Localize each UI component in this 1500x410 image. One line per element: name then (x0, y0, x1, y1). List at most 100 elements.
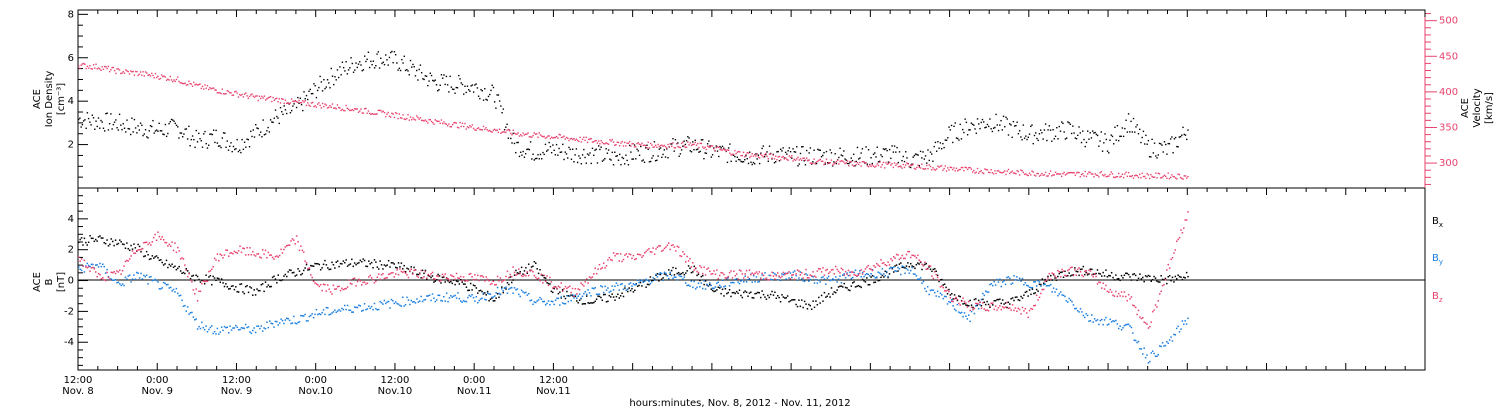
density-point (642, 159, 644, 161)
bx-point (721, 288, 724, 291)
by-point (355, 306, 357, 309)
bx-point (460, 279, 462, 281)
bx-point (450, 280, 452, 283)
by-point (677, 274, 680, 276)
bx-point (662, 277, 664, 279)
velocity-point (736, 151, 739, 153)
density-point (493, 101, 496, 103)
by-point (801, 278, 803, 280)
by-point (970, 310, 973, 313)
velocity-point (562, 136, 564, 138)
bx-point (355, 263, 357, 266)
density-point (158, 122, 160, 125)
density-point (636, 148, 638, 150)
velocity-point (1042, 174, 1044, 176)
by-point (264, 327, 267, 330)
bx-point (608, 294, 611, 297)
bx-point (731, 291, 734, 294)
density-point (547, 149, 549, 151)
bx-point (435, 279, 438, 281)
bx-point (819, 302, 821, 304)
velocity-point (444, 122, 446, 125)
bx-point (264, 281, 267, 283)
velocity-point (1155, 172, 1157, 174)
density-point (727, 147, 730, 149)
bz-point (723, 273, 725, 276)
density-point (430, 74, 433, 77)
density-point (819, 149, 821, 151)
bx-point (827, 293, 830, 295)
by-point (945, 295, 947, 298)
velocity-point (419, 117, 422, 119)
velocity-point (850, 161, 852, 163)
velocity-point (308, 104, 310, 106)
density-point (484, 87, 486, 90)
density-point (903, 160, 906, 163)
velocity-point (900, 165, 902, 168)
by-point (227, 331, 230, 334)
by-point (892, 266, 895, 268)
density-point (307, 98, 309, 101)
density-point (742, 160, 745, 163)
bz-point (460, 275, 462, 278)
by-point (864, 274, 867, 276)
by-point (752, 275, 755, 277)
velocity-point (1016, 170, 1018, 172)
density-point (1127, 113, 1130, 115)
density-point (370, 60, 372, 63)
bz-point (1051, 272, 1053, 274)
bx-point (513, 274, 516, 276)
bz-point (342, 288, 345, 291)
density-point (1098, 145, 1100, 147)
by-point (192, 316, 195, 318)
by-point (898, 267, 901, 270)
velocity-point (113, 69, 116, 72)
velocity-point (960, 166, 963, 169)
density-point (180, 132, 183, 134)
velocity-point (297, 101, 299, 103)
x-axis-label: hours:minutes, Nov. 8, 2012 - Nov. 11, 2… (629, 398, 850, 409)
density-point (1063, 131, 1065, 133)
by-point (747, 278, 749, 281)
density-point (549, 145, 552, 148)
bz-point (537, 277, 540, 280)
velocity-point (651, 144, 653, 146)
density-point (1022, 124, 1025, 126)
density-point (950, 124, 953, 127)
bz-point (1163, 284, 1165, 286)
bz-point (550, 281, 553, 283)
density-point (931, 153, 933, 155)
by-point (761, 274, 763, 276)
bx-point (854, 286, 857, 288)
bx-point (1180, 276, 1182, 278)
bz-point (965, 302, 967, 304)
bx-point (1033, 292, 1035, 295)
density-point (1152, 152, 1155, 154)
velocity-point (771, 157, 773, 159)
by-point (646, 279, 649, 281)
by-point (870, 273, 872, 275)
velocity-point (1095, 174, 1098, 176)
bx-point (888, 273, 891, 275)
by-point (1045, 285, 1048, 287)
bz-point (106, 271, 108, 274)
density-point (79, 117, 81, 119)
density-point (791, 157, 793, 159)
density-point (1074, 137, 1077, 139)
bx-point (717, 286, 720, 289)
density-point (818, 149, 820, 151)
bz-point (986, 309, 988, 311)
bx-point (298, 270, 301, 272)
velocity-point (830, 159, 833, 161)
bx-point (894, 265, 896, 267)
bx-point (252, 294, 254, 296)
density-point (928, 159, 930, 162)
bx-point (563, 295, 565, 298)
velocity-point (1163, 174, 1166, 176)
velocity-point (796, 158, 798, 160)
bz-point (83, 259, 86, 262)
by-point (924, 287, 926, 290)
bz-point (904, 257, 906, 260)
density-point (333, 83, 335, 86)
density-point (1113, 143, 1115, 145)
